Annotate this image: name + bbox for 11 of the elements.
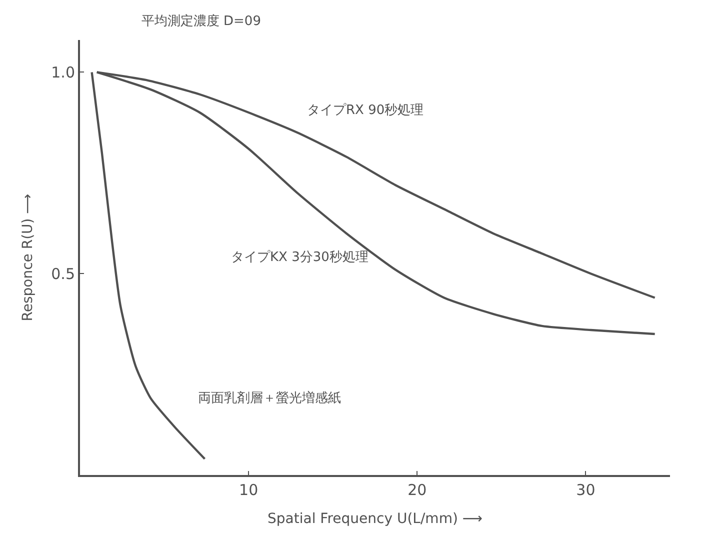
x-tick-label: 20 [408,481,427,499]
y-axis-title: Responce R(U) ⟶ [20,194,36,322]
y-tick-label: 0.5 [51,264,75,283]
x-tick-label: 30 [576,481,596,499]
y-tick-label: 1.0 [51,63,75,82]
series-label: タイプKX 3分30秒処理 [231,250,368,265]
series-label: タイプRX 90秒処理 [307,103,424,118]
text: 両面乳剤層＋螢光増感紙 [198,390,341,406]
chart-title: 平均測定濃度 D=09 [141,13,261,30]
x-tick-label: 10 [239,481,258,499]
x-axis-title: Spatial Frequency U(L/mm) ⟶ [268,510,482,527]
